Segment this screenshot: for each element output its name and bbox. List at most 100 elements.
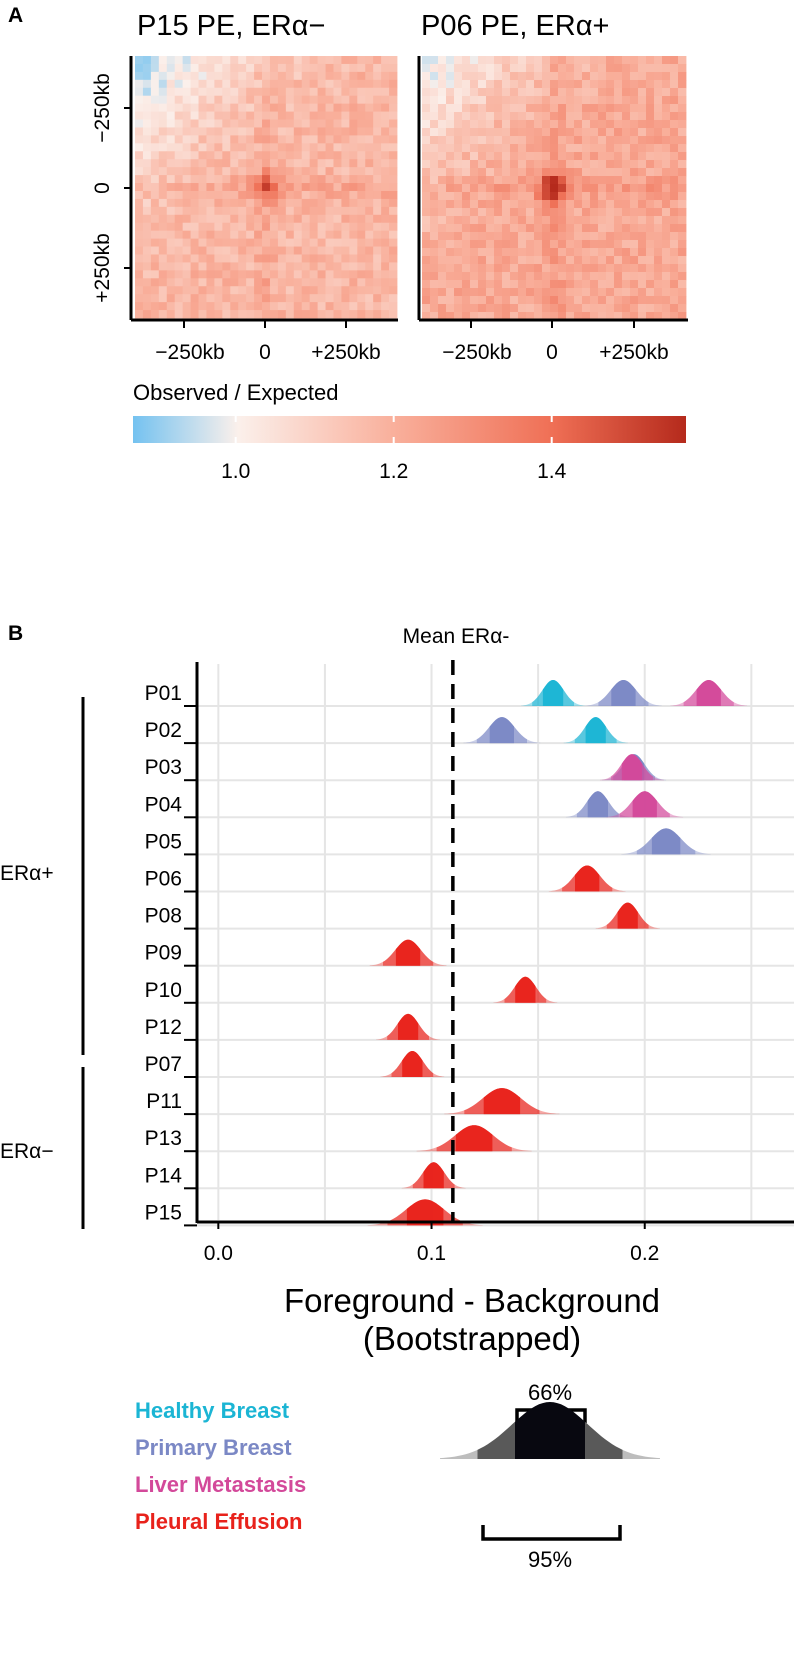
heatmap-cell (151, 175, 159, 183)
heatmap-cell (238, 270, 246, 278)
heatmap-cell (646, 288, 654, 296)
legend-primary-breast: Primary Breast (135, 1435, 292, 1460)
heatmap-cell (191, 302, 199, 310)
heatmap-cell (542, 160, 550, 168)
heatmap-cell (678, 56, 686, 64)
heatmap-cell (357, 207, 365, 215)
heatmap-cell (373, 270, 381, 278)
heatmap-cell (326, 286, 334, 294)
heatmap-cell (478, 224, 486, 232)
heatmap-cell (365, 127, 373, 135)
heatmap-cell (246, 151, 254, 159)
heatmap-cell (175, 80, 183, 88)
heatmap-cell (183, 215, 191, 223)
heatmap-p06 (422, 56, 686, 320)
heatmap-cell (510, 296, 518, 304)
heatmap-cell (286, 207, 294, 215)
heatmap-cell (494, 208, 502, 216)
heatmap-cell (191, 231, 199, 239)
heatmap-cell (486, 184, 494, 192)
heatmap-cell (270, 239, 278, 247)
heatmap-cell (534, 176, 542, 184)
heatmap-cell (214, 120, 222, 128)
heatmap-cell (333, 207, 341, 215)
heatmap-cell (678, 80, 686, 88)
heatmap-cell (534, 80, 542, 88)
heatmap-cell (191, 294, 199, 302)
heatmap-cell (135, 167, 143, 175)
heatmap-cell (381, 151, 389, 159)
heatmap-cell (646, 152, 654, 160)
heatmap-cell (638, 144, 646, 152)
heatmap-cell (310, 120, 318, 128)
heatmap-cell (381, 127, 389, 135)
heatmap-cell (590, 56, 598, 64)
heatmap-cell (326, 239, 334, 247)
heatmap-cell (558, 280, 566, 288)
heatmap-cell (310, 56, 318, 64)
heatmap-cell (333, 294, 341, 302)
heatmap-cell (246, 215, 254, 223)
heatmap-cell (486, 144, 494, 152)
heatmap-cell (526, 240, 534, 248)
heatmap-cell (135, 159, 143, 167)
heatmap-cell (175, 120, 183, 128)
heatmap-cell (262, 215, 270, 223)
heatmap-cell (175, 96, 183, 104)
heatmap-cell (670, 272, 678, 280)
heatmap-cell (230, 191, 238, 199)
heatmap-cell (246, 231, 254, 239)
heatmap-cell (462, 56, 470, 64)
heatmap-cell (357, 120, 365, 128)
heatmap-cell (326, 80, 334, 88)
heatmap-cell (590, 144, 598, 152)
heatmap-cell (518, 208, 526, 216)
heatmap-cell (199, 191, 207, 199)
heatmap-cell (446, 296, 454, 304)
heatmap-cell (638, 72, 646, 80)
heatmap-cell (566, 104, 574, 112)
heatmap-cell (135, 223, 143, 231)
heatmap-cell (494, 136, 502, 144)
legend-pleural-effusion: Pleural Effusion (135, 1509, 302, 1534)
heatmap-cell (230, 167, 238, 175)
heatmap-cell (550, 208, 558, 216)
heatmap-cell (662, 304, 670, 312)
heatmap-cell (510, 104, 518, 112)
heatmap-cell (454, 176, 462, 184)
heatmap-cell (502, 168, 510, 176)
heatmap-cell (430, 216, 438, 224)
heatmap-cell (542, 224, 550, 232)
heatmap-cell (630, 216, 638, 224)
heatmap-cell (550, 168, 558, 176)
heatmap-cell (502, 288, 510, 296)
heatmap-cell (230, 80, 238, 88)
heatmap-cell (333, 262, 341, 270)
heatmap-cell (389, 231, 397, 239)
heatmap-cell (638, 296, 646, 304)
heatmap-cell (526, 112, 534, 120)
heatmap-cell (470, 200, 478, 208)
heatmap-cell (478, 272, 486, 280)
heatmap-cell (199, 120, 207, 128)
heatmap-cell (542, 152, 550, 160)
heatmap-cell (254, 262, 262, 270)
heatmap-cell (349, 239, 357, 247)
heatmap-cell (135, 175, 143, 183)
heatmap-cell (294, 159, 302, 167)
heatmap-cell (159, 294, 167, 302)
heatmap-cell (262, 183, 270, 191)
heatmap-cell (167, 199, 175, 207)
heatmap-cell (614, 128, 622, 136)
heatmap-cell (357, 302, 365, 310)
heatmap-cell (341, 151, 349, 159)
heatmap-cell (534, 248, 542, 256)
heatmap-cell (502, 200, 510, 208)
heatmap-cell (254, 207, 262, 215)
heatmap-cell (341, 262, 349, 270)
heatmap-cell (326, 127, 334, 135)
heatmap-cell (135, 310, 143, 318)
heatmap-cell (214, 104, 222, 112)
heatmap-cell (598, 72, 606, 80)
heatmap-cell (574, 184, 582, 192)
